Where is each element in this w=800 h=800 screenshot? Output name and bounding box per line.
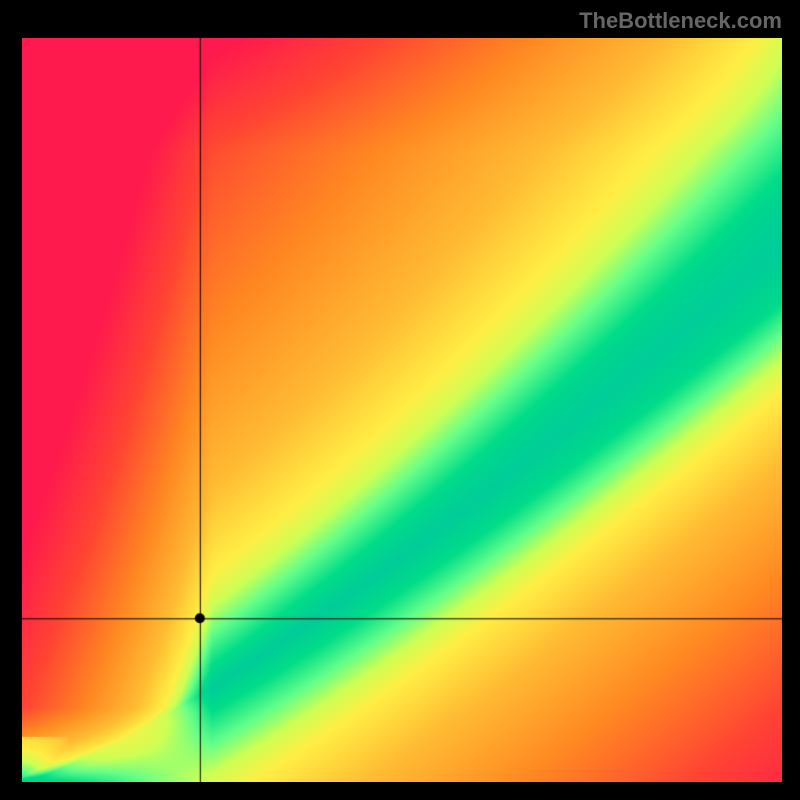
container: TheBottleneck.com <box>0 0 800 800</box>
chart-area <box>22 38 782 782</box>
watermark-text: TheBottleneck.com <box>579 8 782 34</box>
heatmap-canvas <box>22 38 782 782</box>
